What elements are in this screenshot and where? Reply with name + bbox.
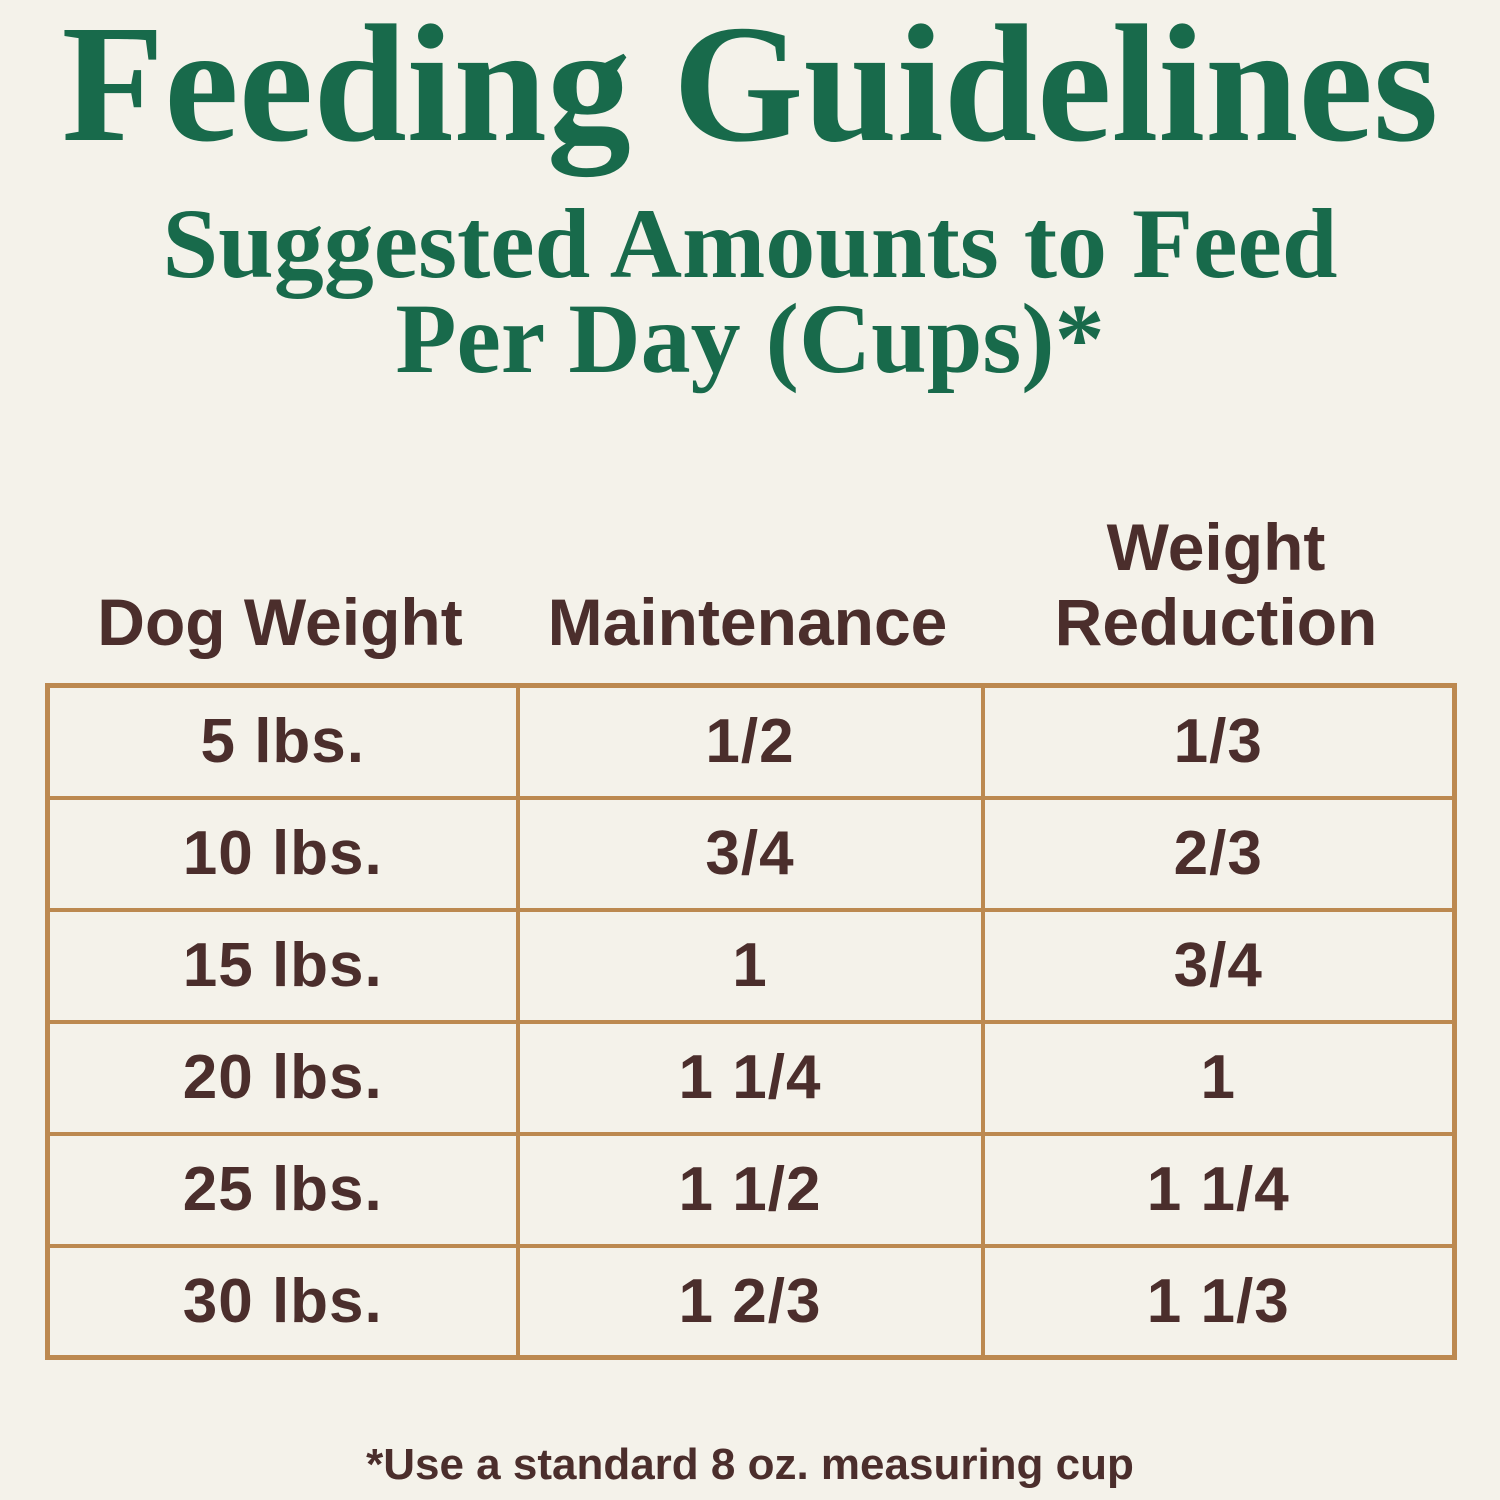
subtitle-line-1: Suggested Amounts to Feed [162,188,1338,299]
cell-dog-weight: 25 lbs. [45,1131,520,1248]
cell-dog-weight: 5 lbs. [45,683,520,800]
cell-dog-weight: 10 lbs. [45,795,520,912]
table-row: 5 lbs. 1/2 1/3 [45,683,1457,800]
column-header-maintenance: Maintenance [547,584,948,659]
feeding-table: 5 lbs. 1/2 1/3 10 lbs. 3/4 2/3 15 lbs. 1… [45,683,1457,1360]
table-row: 30 lbs. 1 2/3 1 1/3 [45,1243,1457,1360]
column-header-dog-weight: Dog Weight [97,584,463,659]
column-header-weight-reduction: Weight Reduction [980,510,1452,660]
cell-maintenance: 1/2 [515,683,985,800]
cell-maintenance: 1 2/3 [515,1243,985,1360]
page-subtitle: Suggested Amounts to Feed Per Day (Cups)… [0,188,1500,394]
footnote: *Use a standard 8 oz. measuring cup [366,1440,1134,1489]
cell-weight-reduction: 1 1/3 [980,1243,1457,1360]
table-row: 10 lbs. 3/4 2/3 [45,795,1457,912]
cell-dog-weight: 20 lbs. [45,1019,520,1136]
table-row: 15 lbs. 1 3/4 [45,907,1457,1024]
cell-weight-reduction: 1 1/4 [980,1131,1457,1248]
table-row: 20 lbs. 1 1/4 1 [45,1019,1457,1136]
cell-weight-reduction: 2/3 [980,795,1457,912]
table-column-headers: Dog Weight Maintenance Weight Reduction [45,500,1452,660]
cell-maintenance: 1 1/4 [515,1019,985,1136]
cell-dog-weight: 15 lbs. [45,907,520,1024]
cell-maintenance: 1 [515,907,985,1024]
cell-maintenance: 3/4 [515,795,985,912]
subtitle-line-2: Per Day (Cups)* [395,283,1105,394]
cell-weight-reduction: 3/4 [980,907,1457,1024]
table-row: 25 lbs. 1 1/2 1 1/4 [45,1131,1457,1248]
cell-weight-reduction: 1/3 [980,683,1457,800]
cell-weight-reduction: 1 [980,1019,1457,1136]
cell-maintenance: 1 1/2 [515,1131,985,1248]
column-header-weight-reduction-label: Weight Reduction [1054,509,1378,659]
page-title: Feeding Guidelines [61,0,1439,177]
cell-dog-weight: 30 lbs. [45,1243,520,1360]
